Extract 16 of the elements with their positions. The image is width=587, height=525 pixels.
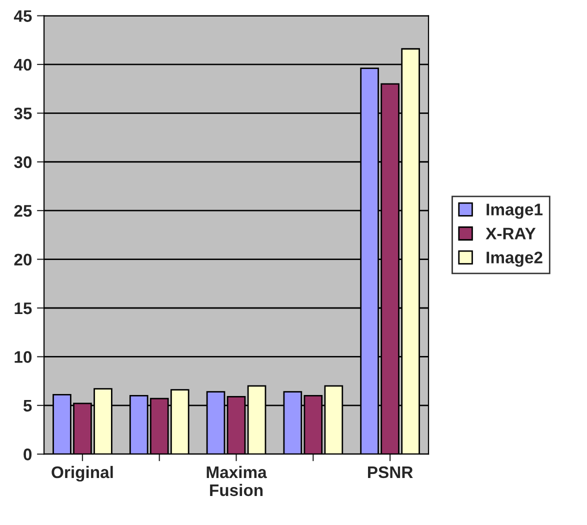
y-tick-label: 25 <box>14 204 32 217</box>
y-tick-label: 0 <box>24 448 32 460</box>
y-tick-label: 15 <box>14 302 32 314</box>
y-tick-label: 5 <box>23 400 32 412</box>
legend-label: X-RAY <box>486 228 536 240</box>
y-tick-label: 35 <box>14 108 32 120</box>
legend-label: Image1 <box>486 204 543 219</box>
y-tick-label: 30 <box>14 156 32 168</box>
legend-label: Image2 <box>486 252 542 267</box>
x-tick-label: Original <box>52 466 113 482</box>
y-tick-label: 40 <box>14 58 32 71</box>
y-tick-label: 10 <box>14 351 32 363</box>
x-tick-label: Maxima Fusion <box>206 466 267 496</box>
y-tick-label: 45 <box>14 10 32 22</box>
y-tick-label: 20 <box>14 254 32 266</box>
x-tick-label: PSNR <box>368 466 413 478</box>
